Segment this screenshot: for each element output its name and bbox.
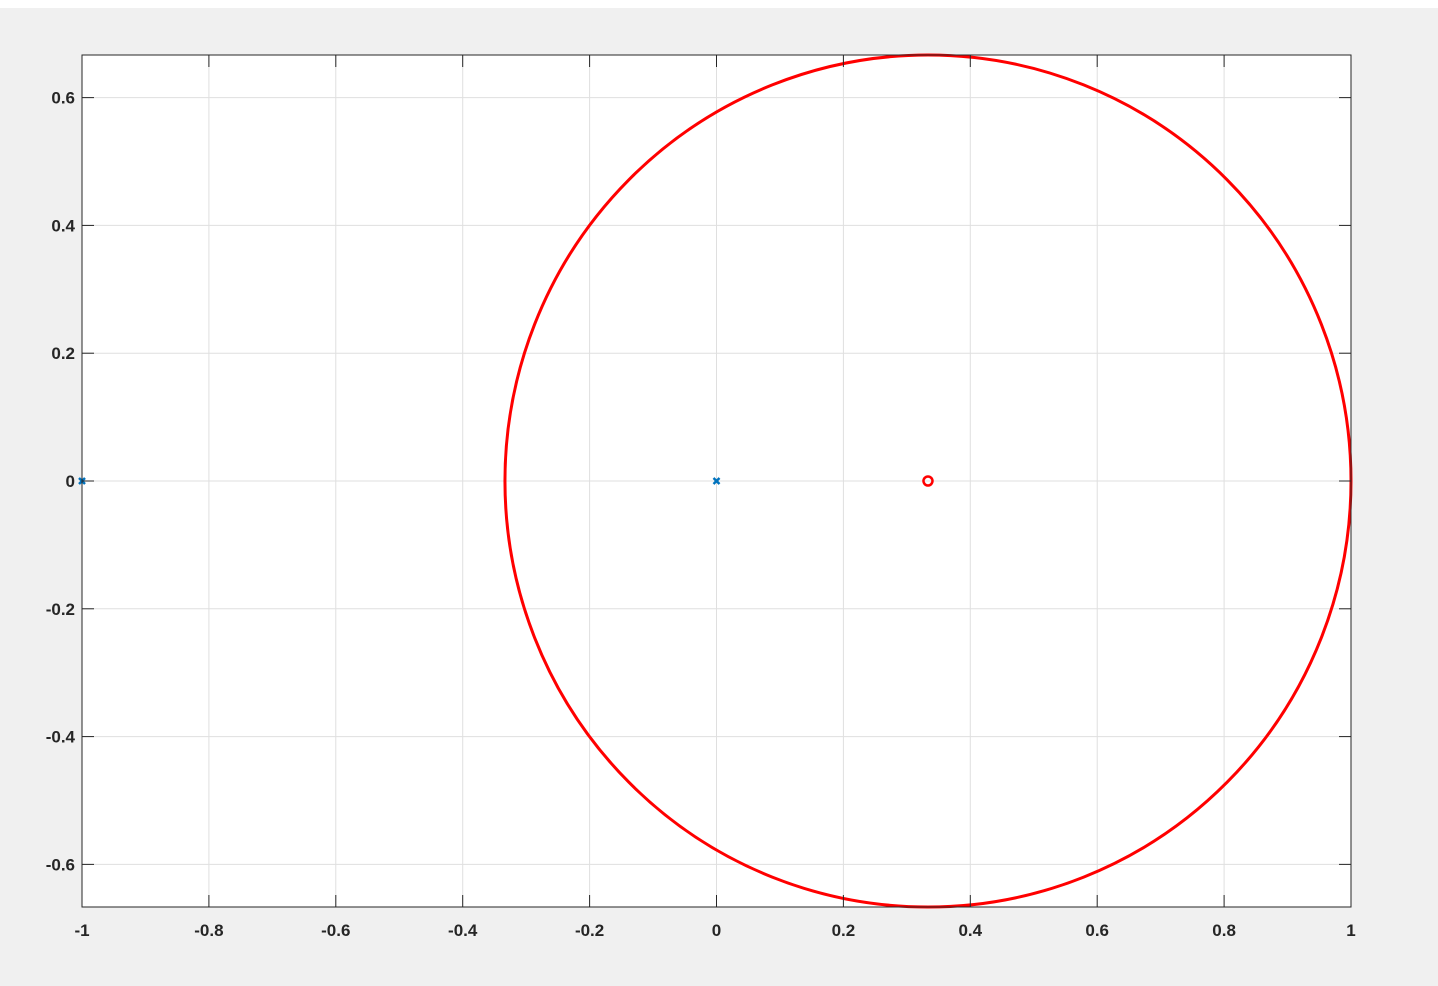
pole-marker-stroke bbox=[712, 477, 721, 485]
tick-marks bbox=[81, 55, 1352, 907]
y-tick-labels: 0.6 0.4 0.2 0 -0.2 -0.4 -0.6 bbox=[46, 89, 76, 875]
y-tick-label: 0 bbox=[66, 472, 75, 491]
x-tick-label: -0.6 bbox=[321, 921, 350, 940]
pole-marker bbox=[712, 477, 721, 485]
x-tick-label: 0.6 bbox=[1085, 921, 1109, 940]
y-tick-label: -0.2 bbox=[46, 600, 75, 619]
y-tick-label: -0.4 bbox=[46, 728, 76, 747]
x-tick-label: -0.8 bbox=[194, 921, 223, 940]
x-tick-label: -1 bbox=[74, 921, 89, 940]
x-tick-labels: -1 -0.8 -0.6 -0.4 -0.2 0 0.2 0.4 0.6 0.8 1 bbox=[74, 921, 1355, 940]
x-tick-label: -0.4 bbox=[448, 921, 478, 940]
x-tick-label: 0.4 bbox=[958, 921, 982, 940]
x-tick-label: 0.8 bbox=[1212, 921, 1236, 940]
y-tick-label: 0.6 bbox=[51, 89, 75, 108]
grid-lines bbox=[82, 55, 1351, 907]
x-tick-label: 1 bbox=[1346, 921, 1355, 940]
y-tick-label: -0.6 bbox=[46, 855, 75, 874]
y-tick-label: 0.4 bbox=[51, 216, 75, 235]
x-tick-label: 0 bbox=[712, 921, 721, 940]
figure-top-strip bbox=[0, 0, 1438, 8]
x-tick-label: 0.2 bbox=[832, 921, 856, 940]
zero-marker bbox=[922, 475, 934, 487]
y-tick-label: 0.2 bbox=[51, 344, 75, 363]
x-tick-label: -0.2 bbox=[575, 921, 604, 940]
